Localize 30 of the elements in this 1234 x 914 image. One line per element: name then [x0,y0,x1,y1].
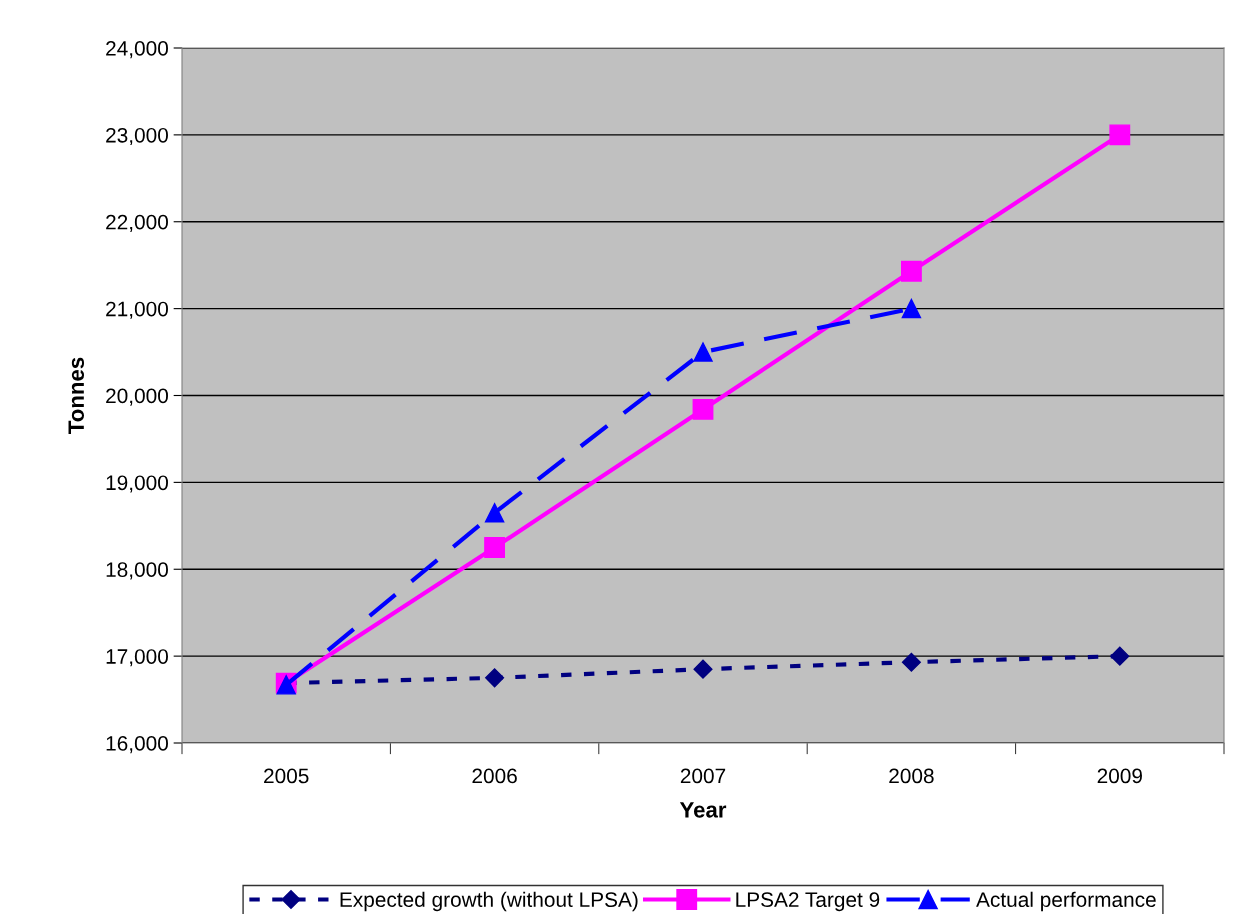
legend-label: Actual performance [976,891,1156,912]
y-tick-label: 17,000 [106,649,168,667]
point [485,668,505,688]
x-tick-label: 2009 [1097,768,1142,784]
y-axis-title: Tonnes [68,357,85,434]
point [693,659,713,679]
legend-label: Expected growth (without LPSA) [340,891,638,912]
x-tick-label: 2008 [889,768,934,784]
point [901,652,921,672]
y-tick-label: 22,000 [106,214,168,232]
legend-label: LPSA2 Target 9 [736,892,880,912]
x-tick-label: 2005 [264,768,309,784]
point [692,398,714,420]
point [484,503,505,523]
point [901,298,922,319]
point [693,342,713,362]
y-tick-label: 23,000 [106,127,168,146]
y-tick-label: 16,000 [106,736,168,754]
point [484,537,506,558]
point [1109,124,1131,146]
y-tick-label: 18,000 [106,562,168,580]
point [900,260,922,282]
x-tick-label: 2007 [680,768,726,784]
y-tick-label: 21,000 [106,301,168,319]
y-tick-label: 24,000 [106,41,168,59]
y-tick-label: 20,000 [106,388,168,406]
y-tick-label: 19,000 [106,475,168,493]
x-tick-label: 2006 [472,768,517,784]
x-axis-title: Year [679,802,727,818]
point [1110,646,1130,666]
